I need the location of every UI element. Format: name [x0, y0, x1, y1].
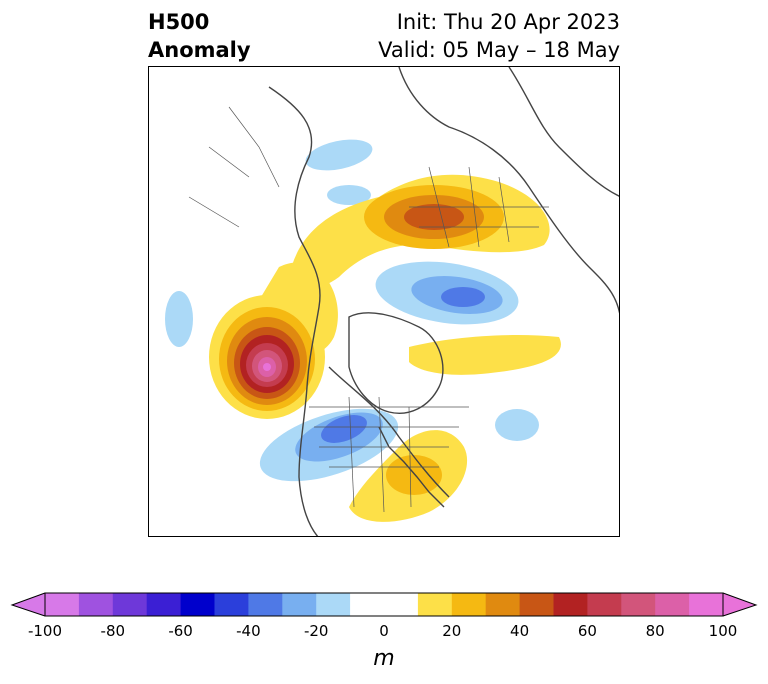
colorbar-min-extension — [12, 593, 45, 616]
negative-anomaly-arctic — [375, 261, 519, 325]
init-date-label: Init: Thu 20 Apr 2023 — [396, 10, 620, 34]
colorbar-tick-label: 20 — [442, 622, 462, 640]
colorbar-cell — [45, 593, 80, 616]
colorbar-cell — [451, 593, 487, 616]
positive-anomaly-northeast-pacific — [209, 262, 338, 419]
colorbar-cell — [214, 593, 249, 616]
colorbar-tick-label: -80 — [100, 622, 126, 640]
colorbar — [10, 592, 758, 617]
colorbar-cell — [350, 593, 385, 616]
colorbar-tick-label: 100 — [708, 622, 738, 640]
positive-anomaly-arctic-band — [409, 335, 561, 375]
colorbar-cell — [146, 593, 182, 616]
map-canvas — [165, 67, 619, 536]
colorbar-cell — [248, 593, 283, 616]
colorbar-tick-label: 0 — [379, 622, 389, 640]
positive-anomaly-east-us — [349, 430, 468, 522]
colorbar-tick-label: 40 — [510, 622, 530, 640]
colorbar-cell — [553, 593, 588, 616]
colorbar-cell — [485, 593, 521, 616]
colorbar-tick-label: 80 — [645, 622, 665, 640]
colorbar-tick-label: -20 — [303, 622, 329, 640]
colorbar-cell — [417, 593, 453, 616]
colorbar-cell — [689, 593, 724, 616]
negative-anomaly-minor — [165, 139, 539, 441]
colorbar-units-label: m — [373, 646, 395, 671]
colorbar-cell — [282, 593, 317, 616]
colorbar-tick-label: -40 — [236, 622, 261, 640]
colorbar-cell — [384, 593, 419, 616]
run-info: Init: Thu 20 Apr 2023 Valid: 05 May – 18… — [378, 8, 620, 64]
colorbar-cell — [621, 593, 656, 616]
colorbar-tick-label: -100 — [27, 622, 63, 640]
title-line-variable: H500 — [148, 10, 210, 34]
colorbar-ticks: -100 -80 -60 -40 -20 0 20 40 60 80 100 — [0, 622, 768, 644]
coastlines — [268, 67, 619, 536]
colorbar-tick-label: -60 — [168, 622, 193, 640]
colorbar-cell — [112, 593, 148, 616]
colorbar-outline — [44, 592, 724, 617]
anomaly-map — [148, 66, 620, 537]
title-line-anomaly: Anomaly — [148, 38, 251, 62]
colorbar-cell — [587, 593, 622, 616]
colorbar-cell — [78, 593, 114, 616]
valid-range-label: Valid: 05 May – 18 May — [378, 38, 620, 62]
political-borders — [188, 106, 549, 513]
colorbar-cell — [519, 593, 554, 616]
chart-title: H500 Anomaly — [148, 8, 251, 64]
colorbar-cell — [316, 593, 351, 616]
colorbar-cell — [655, 593, 690, 616]
colorbar-max-extension — [723, 593, 756, 616]
colorbar-tick-label: 60 — [577, 622, 597, 640]
positive-anomaly-scandinavia — [289, 174, 550, 289]
colorbar-cell — [180, 593, 215, 616]
